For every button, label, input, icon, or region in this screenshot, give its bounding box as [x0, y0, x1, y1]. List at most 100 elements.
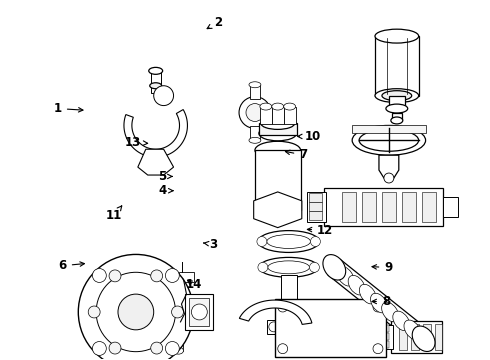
Bar [271, 108, 285, 117]
Circle shape [239, 96, 271, 129]
Ellipse shape [258, 231, 319, 252]
Ellipse shape [284, 103, 295, 110]
Circle shape [298, 322, 309, 332]
Ellipse shape [415, 329, 432, 348]
Circle shape [118, 294, 154, 330]
Ellipse shape [375, 89, 418, 103]
Bar [178, 272, 195, 282]
Bar [260, 107, 272, 125]
Bar [307, 192, 326, 222]
Text: 9: 9 [372, 261, 392, 274]
Bar [435, 324, 442, 350]
Ellipse shape [382, 302, 398, 322]
Polygon shape [138, 149, 173, 175]
Bar [267, 320, 311, 334]
Bar [151, 71, 161, 93]
Ellipse shape [382, 91, 412, 100]
Bar [309, 202, 322, 211]
Ellipse shape [359, 129, 418, 151]
Ellipse shape [393, 311, 410, 331]
Ellipse shape [326, 257, 343, 277]
Text: 12: 12 [307, 224, 333, 237]
Circle shape [310, 262, 319, 272]
Ellipse shape [337, 266, 354, 286]
Ellipse shape [260, 103, 272, 110]
Polygon shape [124, 109, 188, 157]
Text: 1: 1 [54, 102, 83, 115]
Polygon shape [167, 315, 191, 333]
Polygon shape [254, 192, 302, 228]
Ellipse shape [278, 109, 292, 117]
Ellipse shape [150, 83, 162, 89]
Text: 5: 5 [158, 170, 172, 183]
Bar [389, 96, 405, 108]
Ellipse shape [149, 67, 163, 74]
Bar [281, 275, 296, 320]
Ellipse shape [412, 326, 435, 351]
Circle shape [192, 304, 207, 320]
Ellipse shape [272, 103, 284, 110]
Bar [315, 309, 332, 316]
Circle shape [289, 305, 302, 319]
Ellipse shape [352, 125, 426, 155]
Ellipse shape [391, 117, 403, 124]
Polygon shape [298, 306, 313, 318]
Circle shape [258, 262, 268, 272]
Bar [379, 341, 389, 348]
Ellipse shape [386, 104, 408, 113]
Bar [309, 211, 322, 220]
Bar [422, 324, 431, 350]
Circle shape [172, 306, 183, 318]
Ellipse shape [259, 257, 318, 277]
Circle shape [278, 344, 288, 354]
Circle shape [109, 270, 121, 282]
Circle shape [269, 322, 279, 332]
Bar [324, 188, 443, 226]
Bar [284, 107, 295, 125]
Text: 13: 13 [125, 136, 147, 149]
Ellipse shape [255, 141, 300, 159]
Ellipse shape [323, 255, 345, 280]
Polygon shape [239, 300, 312, 324]
Ellipse shape [261, 117, 294, 129]
Ellipse shape [267, 235, 311, 248]
Bar [173, 333, 183, 351]
Bar [379, 325, 389, 332]
Text: 8: 8 [372, 295, 390, 308]
Text: 6: 6 [58, 259, 84, 272]
Ellipse shape [370, 293, 388, 313]
Polygon shape [379, 155, 399, 178]
Ellipse shape [249, 137, 261, 143]
Ellipse shape [255, 201, 300, 219]
Bar [379, 333, 389, 340]
Bar [421, 192, 436, 222]
Bar [375, 36, 418, 96]
Ellipse shape [249, 82, 261, 88]
Circle shape [166, 269, 179, 283]
Text: 7: 7 [285, 148, 307, 162]
Bar [250, 126, 260, 140]
Circle shape [96, 272, 175, 352]
Bar [185, 294, 213, 330]
Bar [250, 85, 260, 99]
Circle shape [166, 342, 179, 355]
Bar [272, 107, 284, 125]
Circle shape [311, 237, 320, 247]
Ellipse shape [375, 29, 418, 43]
Bar [443, 197, 458, 217]
Circle shape [154, 86, 173, 105]
Circle shape [384, 173, 394, 183]
Circle shape [109, 342, 121, 354]
Ellipse shape [404, 320, 421, 339]
Ellipse shape [259, 126, 296, 141]
Circle shape [246, 104, 264, 121]
Text: 4: 4 [158, 184, 173, 197]
Ellipse shape [359, 284, 376, 304]
Circle shape [257, 237, 267, 247]
Circle shape [93, 342, 106, 355]
Bar [399, 324, 407, 350]
Bar [382, 192, 396, 222]
Ellipse shape [348, 275, 365, 295]
Ellipse shape [173, 347, 183, 354]
Text: 11: 11 [106, 206, 122, 222]
